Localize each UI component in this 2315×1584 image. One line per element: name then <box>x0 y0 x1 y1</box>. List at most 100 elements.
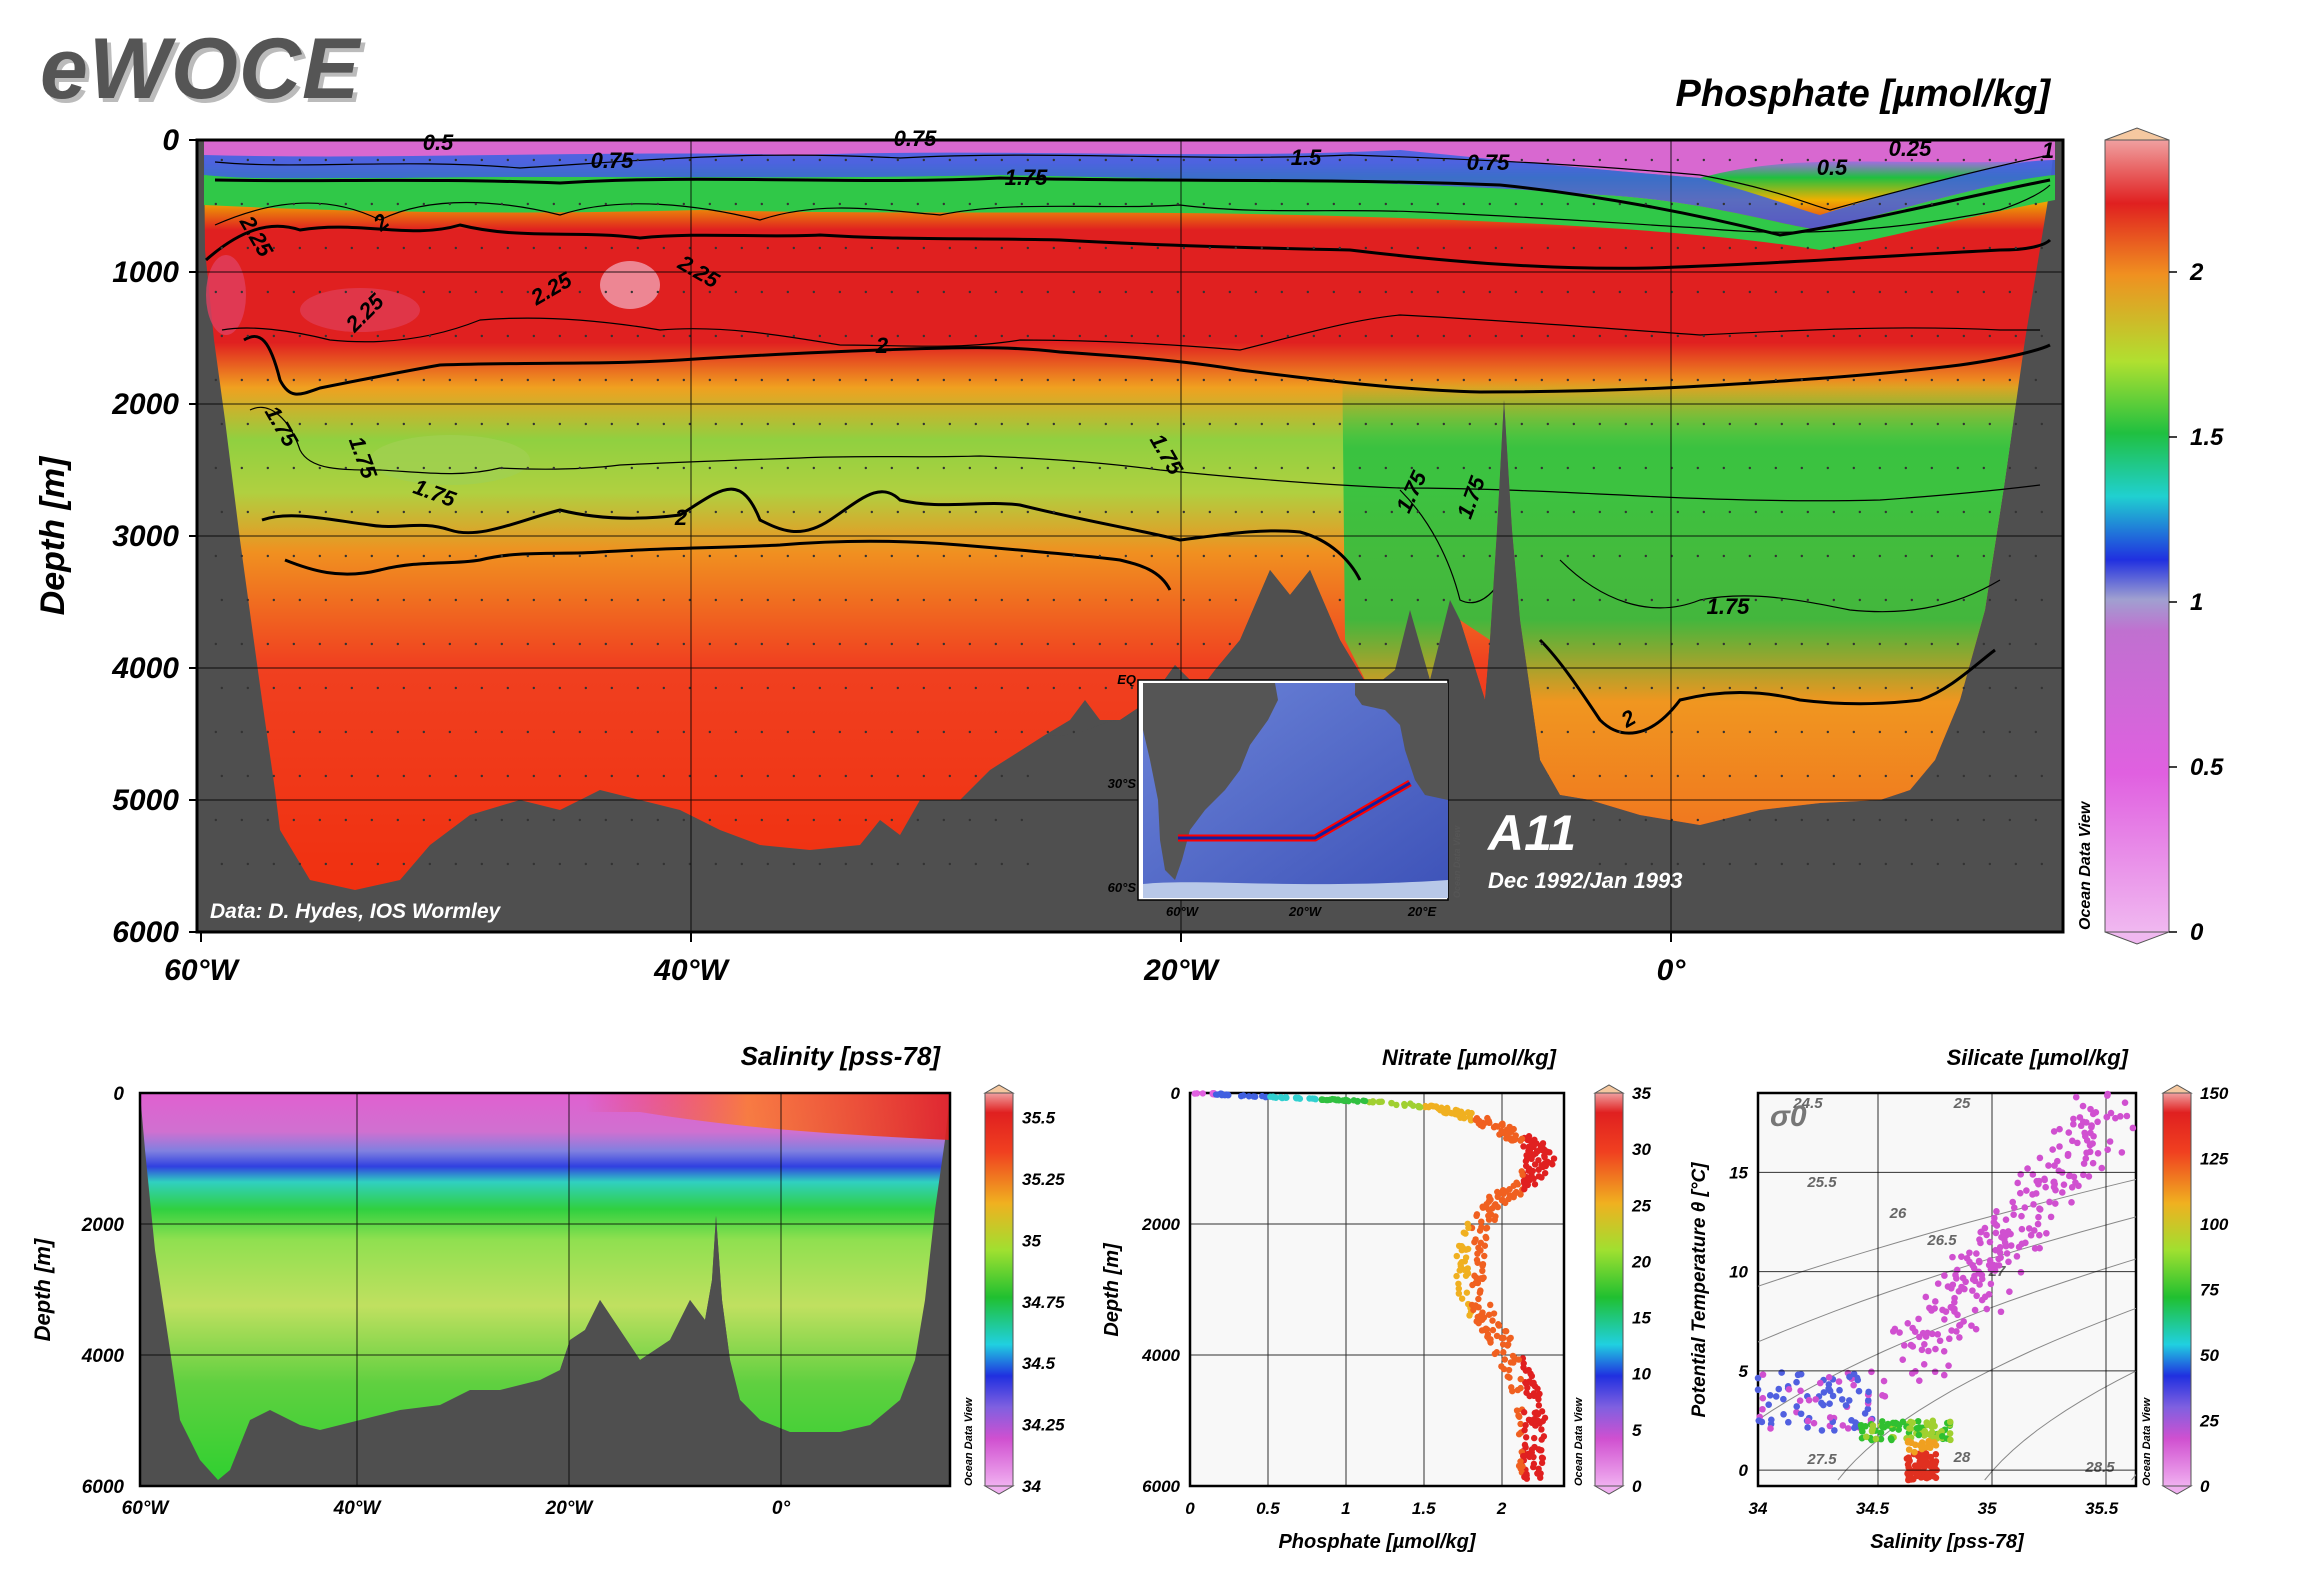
station-sample-dot <box>2034 378 2038 382</box>
ts-point <box>1978 1296 1986 1304</box>
station-sample-dot <box>870 334 874 338</box>
ts-point <box>2003 1250 2011 1257</box>
station-sample-dot <box>552 642 556 646</box>
station-sample-dot <box>812 818 816 822</box>
station-sample-dot <box>1150 378 1154 382</box>
ts-point <box>2082 1155 2090 1162</box>
ts-point <box>2123 1112 2131 1120</box>
ts-point <box>1947 1436 1954 1444</box>
station-sample-dot <box>266 378 270 382</box>
station-sample-dot <box>968 202 972 206</box>
station-sample-dot <box>454 598 458 602</box>
profile-point <box>1489 1326 1497 1334</box>
station-sample-dot <box>1364 246 1368 250</box>
station-sample-dot <box>864 378 868 382</box>
station-sample-dot <box>1696 642 1700 646</box>
station-sample-dot <box>1020 818 1024 822</box>
profile-point <box>1331 1096 1339 1103</box>
ts-point <box>1755 1417 1763 1424</box>
station-sample-dot <box>714 686 718 690</box>
station-sample-dot <box>1592 730 1596 734</box>
station-sample-dot <box>2040 158 2044 162</box>
profile-point <box>1538 1459 1546 1467</box>
station-sample-dot <box>1748 466 1752 470</box>
station-sample-dot <box>1728 774 1732 778</box>
station-sample-dot <box>1306 466 1310 470</box>
ts-point <box>1905 1464 1913 1471</box>
station-sample-dot <box>1260 246 1264 250</box>
station-sample-dot <box>1748 290 1752 294</box>
station-sample-dot <box>1780 598 1784 602</box>
station-sample-dot <box>1930 730 1934 734</box>
profile-point <box>1505 1341 1512 1348</box>
station-sample-dot <box>1072 642 1076 646</box>
profile-point <box>1506 1185 1513 1193</box>
map-lat-60s: 60°S <box>1108 880 1137 895</box>
station-sample-dot <box>292 378 296 382</box>
station-sample-dot <box>220 158 224 162</box>
station-sample-dot <box>968 730 972 734</box>
ts-point <box>1931 1298 1939 1305</box>
ts-point <box>2010 1211 2017 1218</box>
station-sample-dot <box>1306 202 1310 206</box>
station-sample-dot <box>636 158 640 162</box>
station-sample-dot <box>1722 730 1726 734</box>
ts-point <box>1905 1446 1913 1453</box>
profile-point <box>1502 1328 1510 1335</box>
station-sample-dot <box>1026 862 1030 866</box>
station-sample-dot <box>1676 158 1680 162</box>
station-sample-dot <box>708 378 712 382</box>
station-sample-dot <box>766 158 770 162</box>
station-sample-dot <box>1774 730 1778 734</box>
station-sample-dot <box>1982 466 1986 470</box>
station-sample-dot <box>1182 334 1186 338</box>
station-sample-dot <box>1696 466 1700 470</box>
ts-point <box>2089 1110 2097 1118</box>
profile-point <box>1438 1107 1445 1114</box>
odv-credit-salinity: Ocean Data View <box>963 1396 975 1486</box>
station-sample-dot <box>532 686 536 690</box>
station-sample-dot <box>1202 466 1206 470</box>
profile-y-label: Depth [m] <box>1101 1242 1123 1337</box>
station-sample-dot <box>1228 554 1232 558</box>
station-sample-dot <box>662 422 666 426</box>
salinity-colorbar-tick-label: 35.5 <box>1022 1109 1056 1128</box>
station-sample-dot <box>1286 510 1290 514</box>
station-sample-dot <box>298 774 302 778</box>
ts-point <box>1983 1305 1991 1313</box>
station-sample-dot <box>1026 774 1030 778</box>
ts-point <box>1945 1335 1953 1343</box>
station-sample-dot <box>1774 202 1778 206</box>
station-sample-dot <box>1910 862 1914 866</box>
station-sample-dot <box>1150 554 1154 558</box>
station-sample-dot <box>266 554 270 558</box>
ts-point <box>1765 1401 1772 1408</box>
station-sample-dot <box>1182 598 1186 602</box>
isopycnal-label: 24.5 <box>1792 1095 1823 1112</box>
station-sample-dot <box>402 774 406 778</box>
station-sample-dot <box>1702 598 1706 602</box>
ts-point <box>2021 1204 2029 1211</box>
station-sample-dot <box>1832 686 1836 690</box>
ts-point <box>1901 1342 1908 1349</box>
station-sample-dot <box>1962 422 1966 426</box>
station-sample-dot <box>220 510 224 514</box>
station-sample-dot <box>552 466 556 470</box>
colorbar-tick-label: 2 <box>2189 259 2204 286</box>
station-sample-dot <box>1826 290 1830 294</box>
ts-point <box>1953 1266 1961 1274</box>
station-sample-dot <box>1780 422 1784 426</box>
station-sample-dot <box>1826 730 1830 734</box>
station-sample-dot <box>578 290 582 294</box>
ts-point <box>1934 1331 1942 1338</box>
nitrate-colorbar-tick-label: 5 <box>1632 1421 1642 1440</box>
station-sample-dot <box>1286 334 1290 338</box>
nitrate-colorbar-tick-label: 10 <box>1632 1365 1651 1384</box>
silicate-title: Silicate [µmol/kg] <box>1947 1045 2129 1070</box>
station-sample-dot <box>1332 554 1336 558</box>
station-sample-dot <box>1234 334 1238 338</box>
profile-point <box>1294 1094 1301 1102</box>
ts-point <box>2083 1149 2090 1157</box>
station-sample-dot <box>994 466 998 470</box>
profile-point <box>1224 1091 1232 1099</box>
